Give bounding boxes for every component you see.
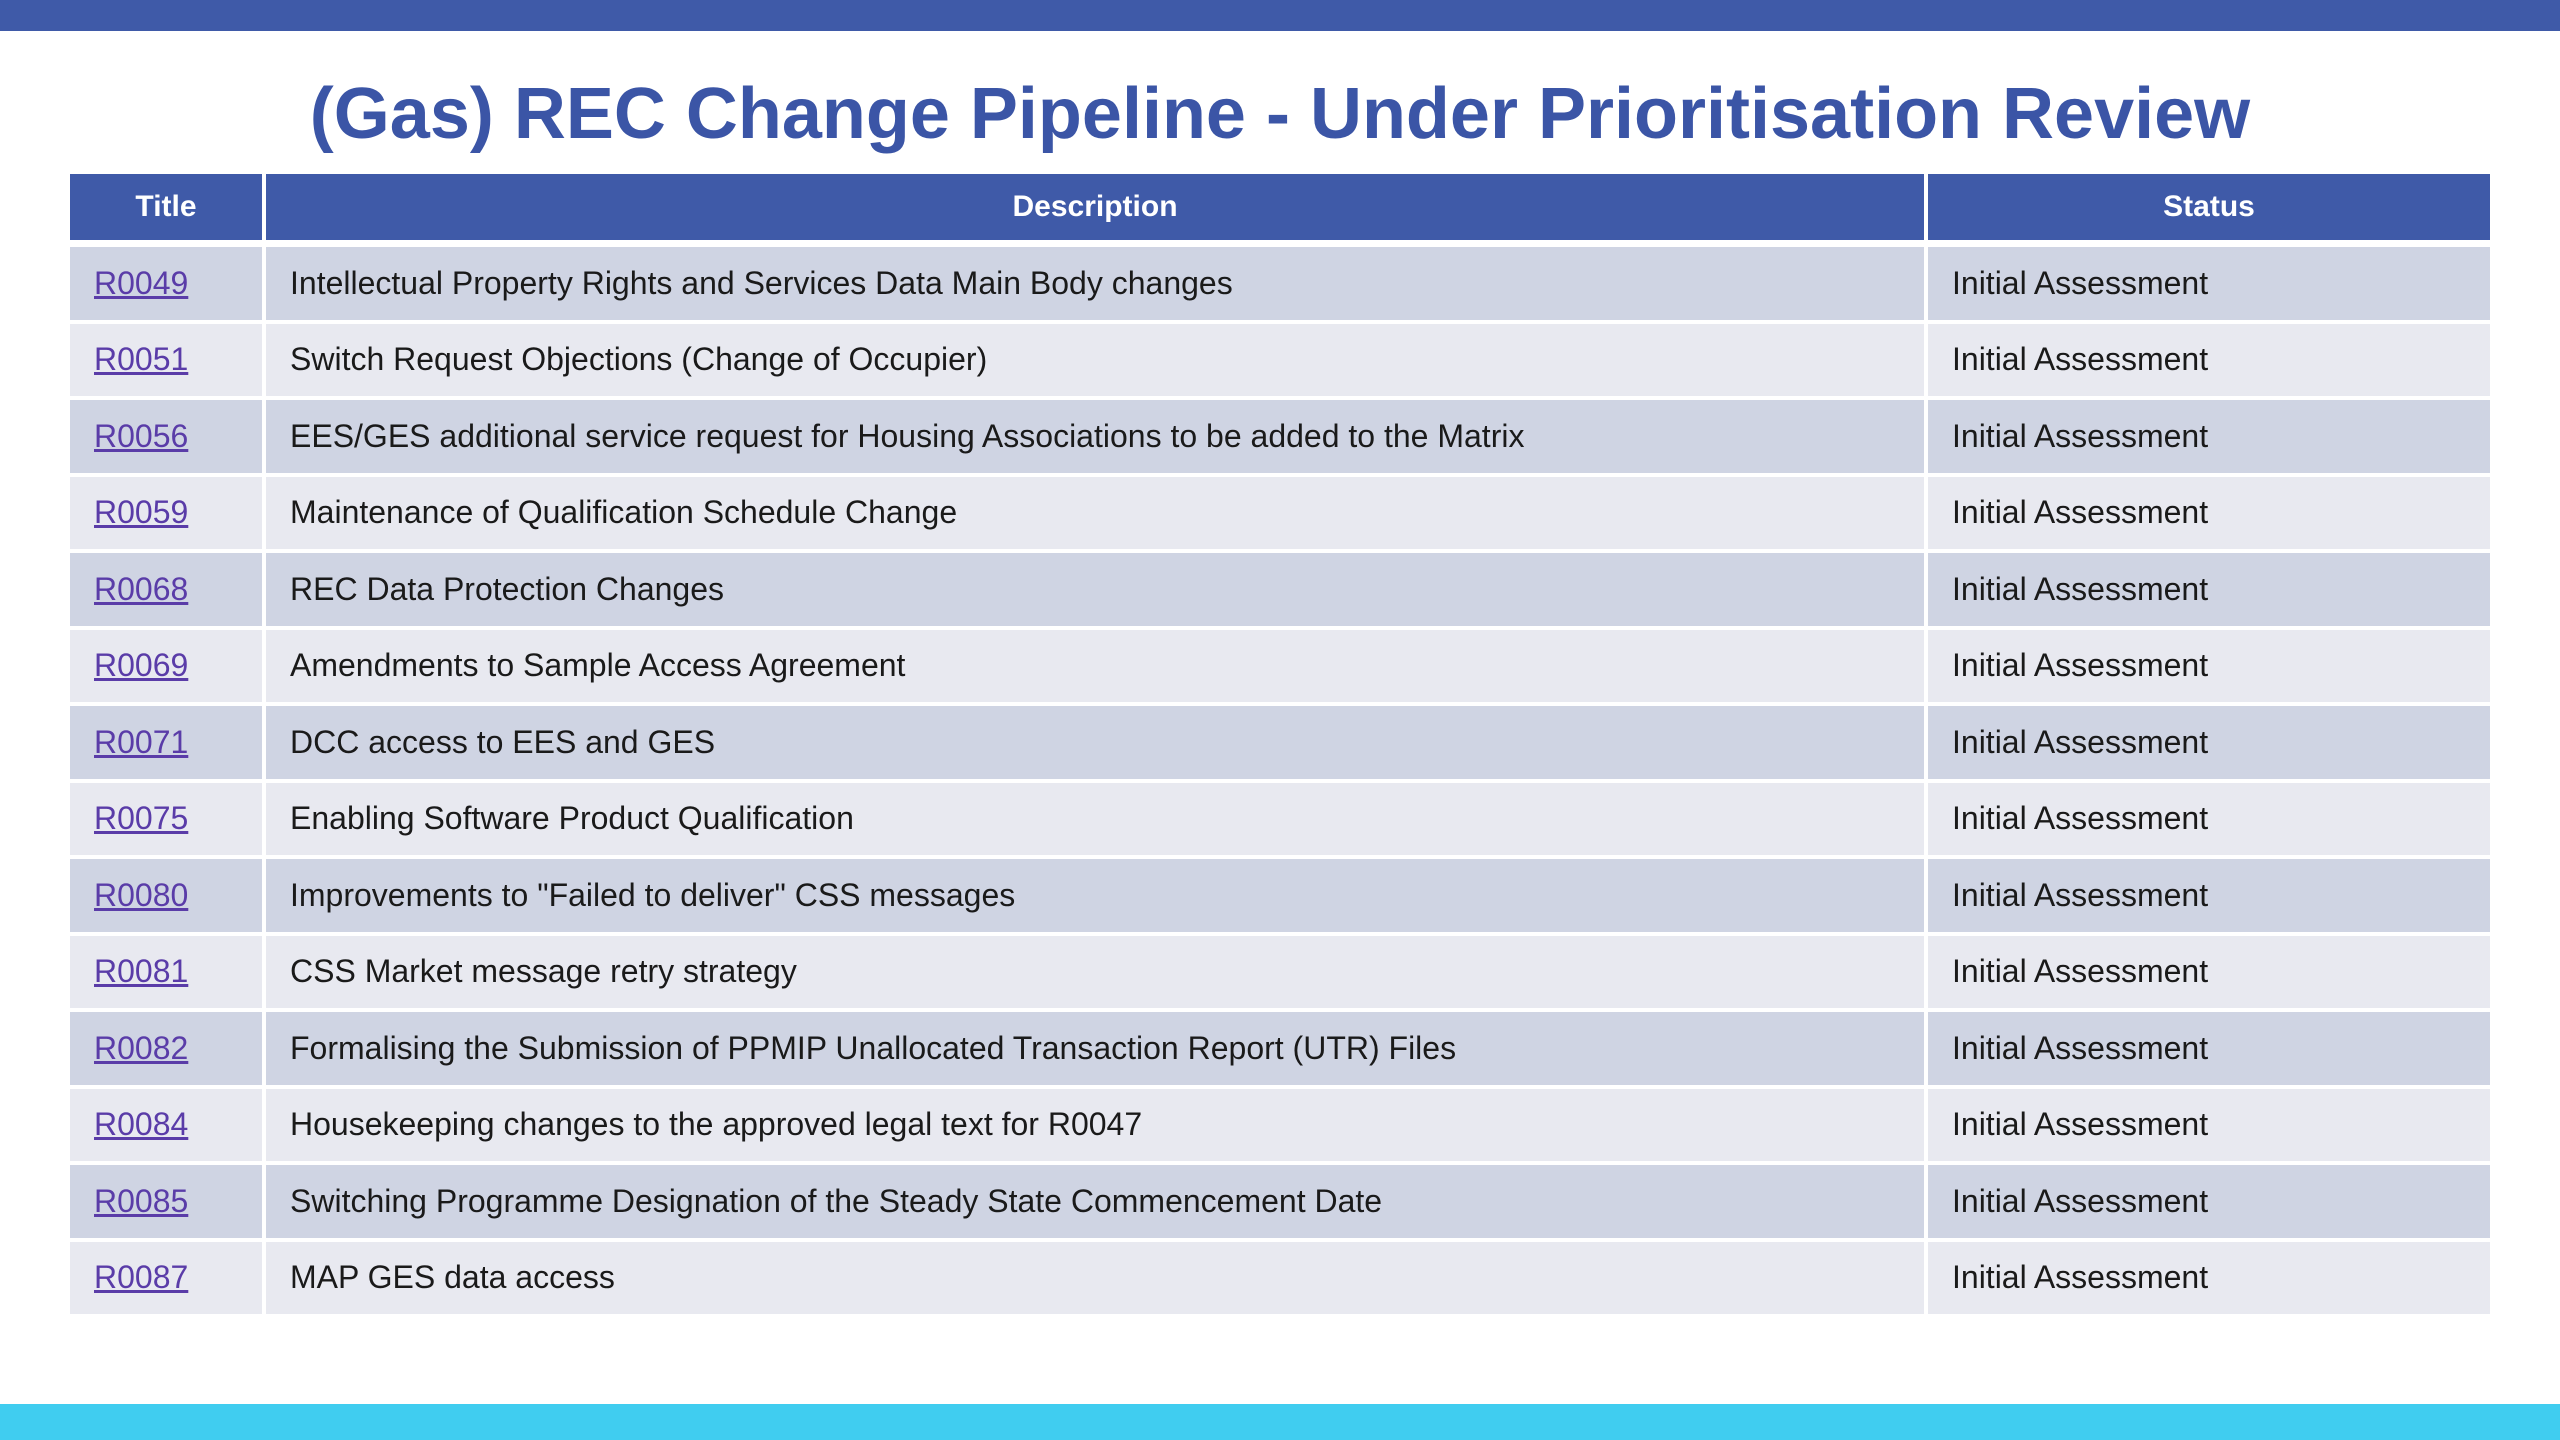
table-row: R0075 Enabling Software Product Qualifica… [70,782,2490,859]
table-row: R0059 Maintenance of Qualification Schedu… [70,476,2490,553]
change-id-link[interactable]: R0084 [94,1106,189,1143]
description-cell: Switching Programme Designation of the S… [266,1165,1928,1242]
page-title: (Gas) REC Change Pipeline - Under Priori… [309,74,2251,154]
table-row: R0069 Amendments to Sample Access Agreeme… [70,629,2490,706]
top-banner [0,0,2560,31]
table-row: R0084 Housekeeping changes to the approve… [70,1088,2490,1165]
title-cell: R0082 [70,1012,266,1089]
status-cell: Initial Assessment [1928,553,2490,630]
status-cell: Initial Assessment [1928,935,2490,1012]
status-cell: Initial Assessment [1928,323,2490,400]
status-cell: Initial Assessment [1928,1241,2490,1318]
change-id-link[interactable]: R0069 [94,647,189,684]
change-id-link[interactable]: R0087 [94,1259,189,1296]
table-row: R0051 Switch Request Objections (Change o… [70,323,2490,400]
bottom-banner [0,1404,2560,1440]
header-title: Title [70,174,266,240]
status-cell: Initial Assessment [1928,400,2490,477]
description-cell: Improvements to "Failed to deliver" CSS … [266,859,1928,936]
title-cell: R0056 [70,400,266,477]
table-row: R0082 Formalising the Submission of PPMIP… [70,1012,2490,1089]
title-cell: R0085 [70,1165,266,1242]
change-pipeline-table: Title Description Status R0049 Intellectu… [70,174,2490,1318]
table-row: R0049 Intellectual Property Rights and Se… [70,247,2490,324]
title-cell: R0051 [70,323,266,400]
description-cell: EES/GES additional service request for H… [266,400,1928,477]
change-id-link[interactable]: R0059 [94,494,189,531]
description-cell: REC Data Protection Changes [266,553,1928,630]
title-cell: R0059 [70,476,266,553]
change-id-link[interactable]: R0071 [94,723,189,760]
title-cell: R0049 [70,247,266,324]
change-id-link[interactable]: R0080 [94,876,189,913]
table-row: R0087 MAP GES data access Initial Assessme… [70,1241,2490,1318]
description-cell: Amendments to Sample Access Agreement [266,629,1928,706]
status-cell: Initial Assessment [1928,1165,2490,1242]
table-row: R0071 DCC access to EES and GES Initial As… [70,706,2490,783]
status-cell: Initial Assessment [1928,782,2490,859]
change-id-link[interactable]: R0068 [94,570,189,607]
title-cell: R0071 [70,706,266,783]
description-cell: CSS Market message retry strategy [266,935,1928,1012]
description-cell: Housekeeping changes to the approved leg… [266,1088,1928,1165]
description-cell: Enabling Software Product Qualification [266,782,1928,859]
change-id-link[interactable]: R0082 [94,1029,189,1066]
change-id-link[interactable]: R0049 [94,264,189,301]
title-cell: R0075 [70,782,266,859]
table-row: R0080 Improvements to "Failed to deliver"… [70,859,2490,936]
table-row: R0081 CSS Market message retry strategy In… [70,935,2490,1012]
status-cell: Initial Assessment [1928,1012,2490,1089]
change-id-link[interactable]: R0085 [94,1182,189,1219]
description-cell: Formalising the Submission of PPMIP Unal… [266,1012,1928,1089]
title-cell: R0087 [70,1241,266,1318]
status-cell: Initial Assessment [1928,706,2490,783]
description-cell: Maintenance of Qualification Schedule Ch… [266,476,1928,553]
table-body: R0049 Intellectual Property Rights and Se… [70,247,2490,1318]
status-cell: Initial Assessment [1928,476,2490,553]
change-id-link[interactable]: R0056 [94,417,189,454]
status-cell: Initial Assessment [1928,1088,2490,1165]
title-cell: R0069 [70,629,266,706]
header-description: Description [266,174,1928,240]
header-status: Status [1928,174,2490,240]
status-cell: Initial Assessment [1928,247,2490,324]
change-id-link[interactable]: R0081 [94,953,189,990]
table-row: R0056 EES/GES additional service request … [70,400,2490,477]
description-cell: MAP GES data access [266,1241,1928,1318]
title-cell: R0081 [70,935,266,1012]
table-row: R0085 Switching Programme Designation of … [70,1165,2490,1242]
table-row: R0068 REC Data Protection Changes Initial … [70,553,2490,630]
status-cell: Initial Assessment [1928,629,2490,706]
title-cell: R0068 [70,553,266,630]
change-id-link[interactable]: R0051 [94,341,189,378]
change-id-link[interactable]: R0075 [94,800,189,837]
description-cell: DCC access to EES and GES [266,706,1928,783]
description-cell: Intellectual Property Rights and Service… [266,247,1928,324]
description-cell: Switch Request Objections (Change of Occ… [266,323,1928,400]
title-cell: R0084 [70,1088,266,1165]
table-header-row: Title Description Status [70,174,2490,240]
title-cell: R0080 [70,859,266,936]
status-cell: Initial Assessment [1928,859,2490,936]
